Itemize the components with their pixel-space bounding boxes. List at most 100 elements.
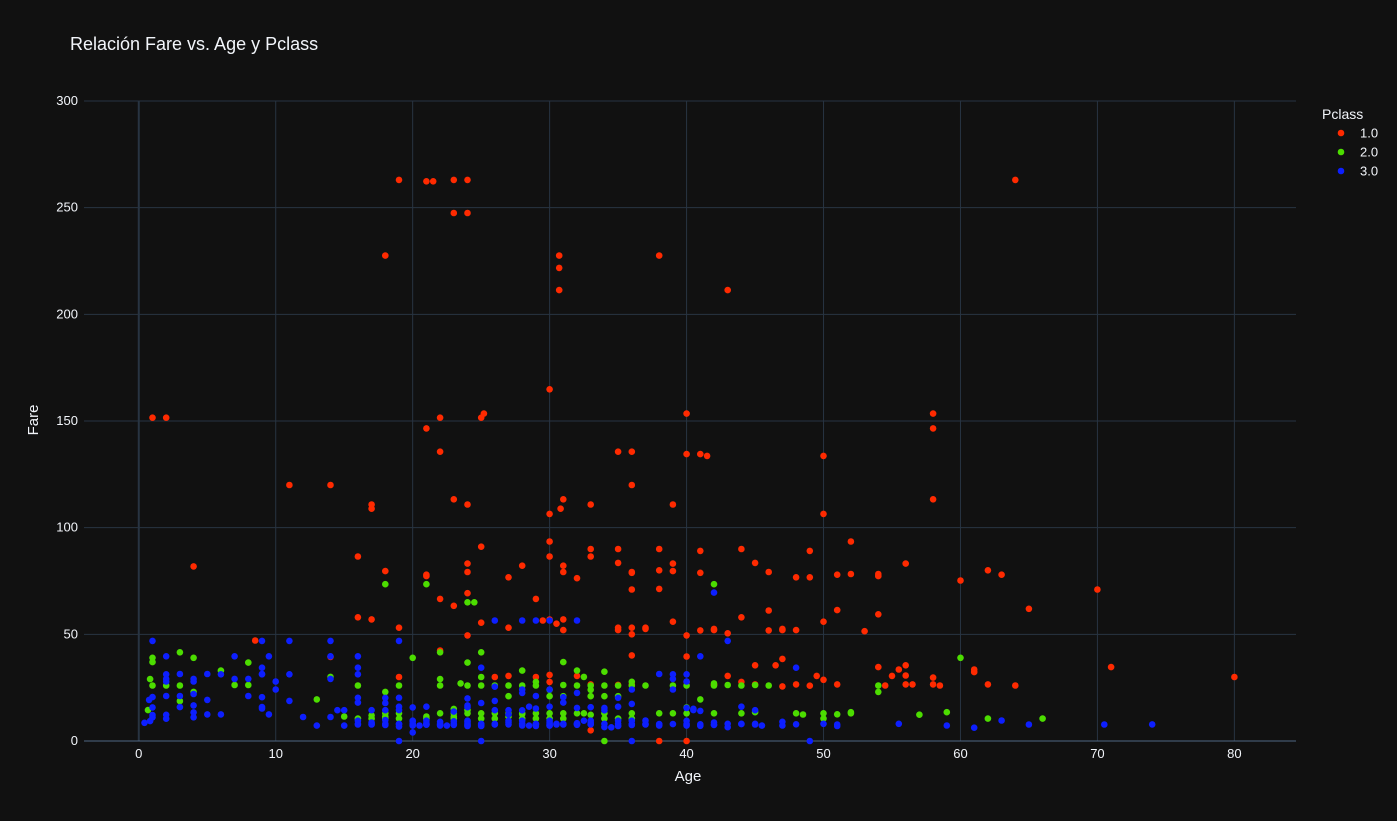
data-point [395,694,403,702]
data-point [936,682,944,689]
data-point [423,721,430,728]
data-point [525,703,533,710]
data-point [190,709,197,716]
data-point [560,693,567,701]
data-point [327,481,334,489]
data-point [546,617,553,624]
data-point [518,689,526,697]
data-point [806,737,814,745]
data-point [409,654,417,662]
data-point [382,721,389,729]
data-point [875,572,882,580]
data-point [683,671,690,678]
data-point [792,574,800,581]
data-point [272,686,280,693]
data-point [518,707,526,714]
data-point [573,617,581,624]
data-point [546,692,553,700]
data-point [614,448,622,456]
data-point [895,720,903,728]
data-point [176,697,184,705]
data-point [190,563,197,570]
data-point [231,675,238,683]
data-point [423,425,430,432]
data-point [628,481,636,489]
data-point [710,589,718,596]
legend-marker [1337,148,1345,156]
data-point [669,710,677,717]
data-point [642,721,649,728]
data-point [395,176,403,184]
data-point [628,652,636,659]
data-point [409,704,417,711]
data-point [505,692,512,700]
data-point [587,686,594,694]
data-point [628,586,636,593]
data-point [450,721,458,729]
data-point [477,737,485,745]
legend-label: 3.0 [1360,164,1378,179]
data-point [601,668,608,675]
data-point [895,666,903,673]
data-point [423,572,430,580]
data-point [628,686,636,693]
data-point [779,626,786,634]
data-point [943,708,951,716]
data-point [436,414,444,422]
data-point [970,668,978,676]
data-point [313,722,321,729]
data-point [779,722,786,729]
data-point [464,589,471,597]
data-point [327,653,334,660]
data-point [724,286,731,294]
data-point [614,545,622,553]
data-point [382,706,389,714]
data-point [555,264,563,272]
data-point [724,637,731,645]
data-point [669,618,677,625]
data-point [628,631,636,638]
data-point [587,703,594,711]
data-point [560,681,567,689]
data-point [792,664,800,671]
data-point [204,670,211,678]
data-point [1231,673,1238,681]
legend[interactable]: Pclass 1.0 2.0 3.0 [1322,106,1378,179]
data-point [382,699,389,707]
data-point [580,673,588,681]
data-point [683,410,690,417]
data-point [683,704,690,712]
data-point [532,715,540,722]
data-point [587,692,594,700]
data-point [204,711,211,718]
data-point [327,675,334,683]
data-point [929,496,937,503]
data-point [573,672,581,680]
axis-ticks: 0 50 100 150 200 250 300 0 10 20 30 40 50 60 70 80 [56,93,1241,761]
data-point [573,704,581,712]
data-point [655,710,663,717]
data-point [1025,605,1033,613]
data-point [436,595,444,603]
data-point [683,632,690,639]
data-point [1101,721,1108,728]
data-point [450,176,458,184]
data-point [861,627,868,635]
legend-label: 1.0 [1360,126,1378,141]
data-point [614,626,622,634]
data-point [354,664,362,671]
data-point [601,715,608,722]
data-point [560,616,567,623]
data-point [450,496,458,503]
data-point [546,553,553,560]
data-point [888,672,896,680]
y-tick-label: 250 [56,200,78,215]
data-point [464,682,471,689]
data-point [573,682,581,689]
data-point [382,580,389,588]
data-point [655,737,663,745]
data-point [409,729,417,736]
data-point [555,252,563,259]
legend-title: Pclass [1322,106,1363,122]
